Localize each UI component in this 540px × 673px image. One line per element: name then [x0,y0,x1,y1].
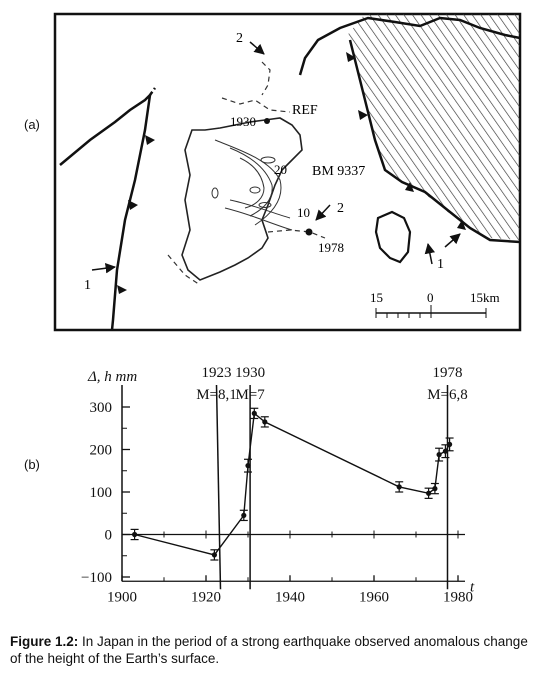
figure-caption: Figure 1.2: In Japan in the period of a … [10,633,534,667]
scale-mid: 0 [427,290,434,305]
caption-text: In Japan in the period of a strong earth… [10,634,528,666]
annot-year-1930: 1930 [230,114,256,129]
data-point [262,419,268,425]
annot-contour-20: 20 [274,162,287,177]
annot-bm: BM 9337 [312,164,365,179]
annot-arrow-1-right: 1 [437,257,444,272]
arrow-1-right-b [444,233,461,248]
annot-contour-10: 10 [297,205,310,220]
panel-b-label: (b) [24,457,40,472]
y-axis-label: Δ, h mm [87,369,137,385]
annot-year-1978: 1978 [318,240,344,255]
arrow-2-right [315,204,331,221]
data-point [251,410,257,416]
annot-ref: REF [292,103,318,118]
panel-a-label: (a) [24,117,40,132]
annot-arrow-1-left: 1 [84,278,91,293]
y-tick-label: 100 [90,485,113,501]
y-tick-label: 0 [105,528,113,544]
data-point [447,441,453,447]
right-coastline [298,16,521,76]
annot-arrow-2-right: 2 [337,201,344,216]
y-tick-label: 200 [90,443,113,459]
data-point [442,448,448,454]
arrow-1-left [91,263,117,274]
data-point [426,490,432,496]
event-magnitude-label: M=7 [235,387,265,403]
scale-left: 15 [370,290,383,305]
scale-bar: 15 0 15km [370,290,500,318]
fault-map: 2 REF 1930 20 BM 9337 10 2 1978 1 1 15 0… [53,12,522,332]
x-tick-label: 1920 [191,589,221,605]
scale-right: 15km [470,290,500,305]
x-tick-label: 1960 [359,589,389,605]
arrow-2-top [249,41,265,55]
height-change-chart: 300 200 100 0 −100 1900 1920 1940 1960 1980 Δ, h m… [81,365,475,605]
event-magnitude-label: M=8,1 [196,387,237,403]
event-year-label: 1923 [202,365,232,381]
y-tick-label: −100 [81,570,112,586]
data-point [245,463,251,469]
event-magnitude-label: M=6,8 [427,387,468,403]
data-point [432,486,438,492]
hatched-region [345,14,520,240]
series-line [134,412,451,556]
x-tick-label: 1940 [275,589,305,605]
peninsula [181,117,303,281]
caption-lead: Figure 1.2: [10,634,79,649]
data-point [241,512,247,518]
data-point [396,484,402,490]
arrow-1-right-a [424,242,436,265]
event-year-label: 1978 [433,365,463,381]
right-fault [348,39,521,244]
x-tick-label: 1980 [443,589,473,605]
x-axis-label: t [470,579,475,595]
data-point [132,531,138,538]
data-point [211,552,217,558]
event-year-label: 1930 [235,365,265,381]
data-point [436,452,442,458]
island [374,210,412,264]
annot-arrow-2-top: 2 [236,31,243,46]
left-fault [59,91,152,331]
y-tick-label: 300 [90,400,113,416]
event-line [215,384,222,590]
x-tick-label: 1900 [107,589,137,605]
